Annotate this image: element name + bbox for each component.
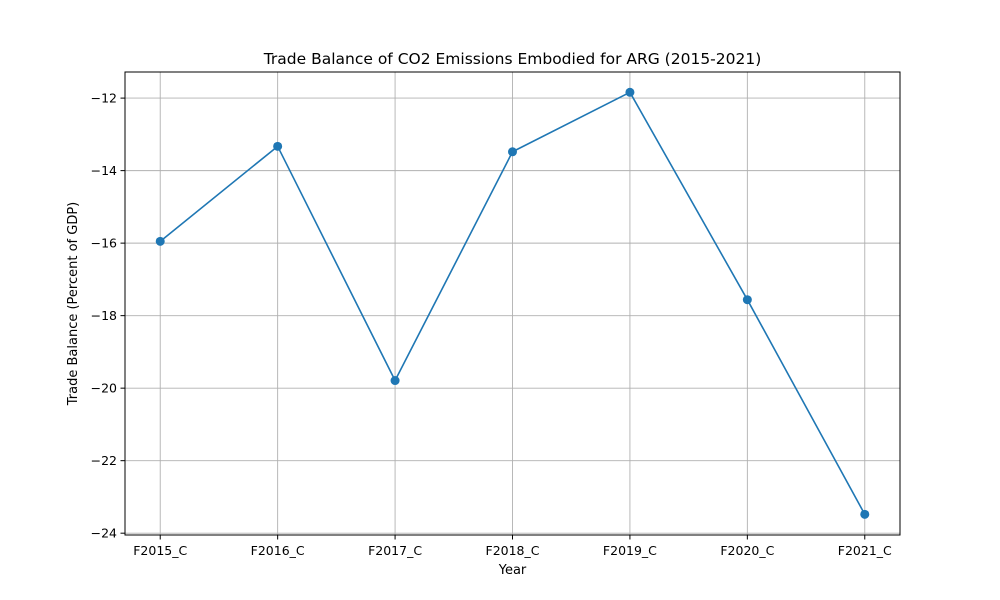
x-tick-label: F2015_C xyxy=(133,543,187,558)
y-tick-label: −24 xyxy=(91,526,117,541)
data-point xyxy=(155,236,165,246)
x-axis-label: Year xyxy=(498,563,527,578)
data-point xyxy=(273,141,283,151)
grid-lines xyxy=(125,72,900,535)
series-layer xyxy=(155,87,870,519)
y-tick-label: −16 xyxy=(91,236,117,251)
y-axis-label: Trade Balance (Percent of GDP) xyxy=(66,202,81,406)
y-tick-label: −20 xyxy=(91,381,117,396)
x-tick-label: F2021_C xyxy=(838,543,892,558)
data-point xyxy=(625,87,635,97)
axis-ticks: F2015_C F2016_C F2017_C F2018_C F2019_C F2020… xyxy=(91,91,892,558)
y-tick-label: −18 xyxy=(91,308,117,323)
data-point xyxy=(508,147,517,157)
x-tick-label: F2016_C xyxy=(251,543,305,558)
chart-title: Trade Balance of CO2 Emissions Embodied … xyxy=(263,50,762,68)
y-tick-label: −14 xyxy=(91,163,117,178)
y-tick-label: −12 xyxy=(91,91,117,106)
data-point xyxy=(860,509,870,519)
x-tick-label: F2017_C xyxy=(368,543,422,558)
y-tick-label: −22 xyxy=(91,453,117,468)
data-point xyxy=(390,376,400,386)
x-tick-label: F2018_C xyxy=(486,543,540,558)
x-tick-label: F2019_C xyxy=(603,543,657,558)
x-tick-label: F2020_C xyxy=(720,543,774,558)
data-point xyxy=(742,295,752,305)
